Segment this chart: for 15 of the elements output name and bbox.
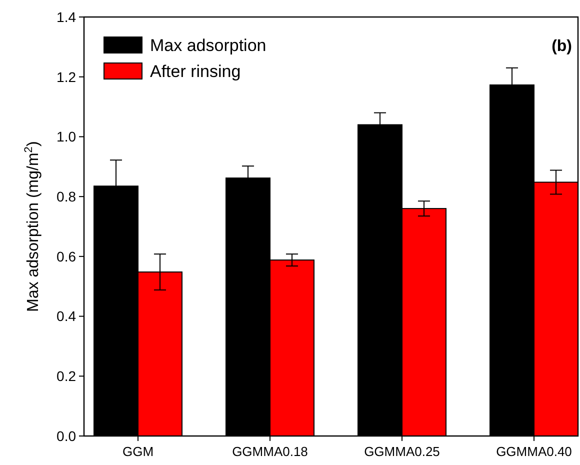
y-tick-label: 0.8	[56, 188, 76, 204]
y-tick-label: 0.6	[56, 248, 76, 264]
y-tick-label: 0.4	[56, 308, 76, 324]
x-tick-label: GGMMA0.40	[496, 444, 572, 459]
y-tick-label: 0.2	[56, 368, 76, 384]
y-tick-label: 0.0	[56, 428, 76, 444]
y-tick-label: 1.0	[56, 128, 76, 145]
x-tick-label: GGMMA0.18	[232, 444, 308, 459]
y-tick-label: 1.2	[56, 68, 76, 85]
legend-label: After rinsing	[150, 62, 241, 81]
annotation: (b)	[552, 38, 572, 55]
x-tick-label: GGMMA0.25	[364, 444, 440, 459]
legend-label: Max adsorption	[150, 36, 266, 55]
y-tick-label: 1.4	[56, 8, 76, 25]
x-tick-label: GGM	[122, 444, 154, 459]
